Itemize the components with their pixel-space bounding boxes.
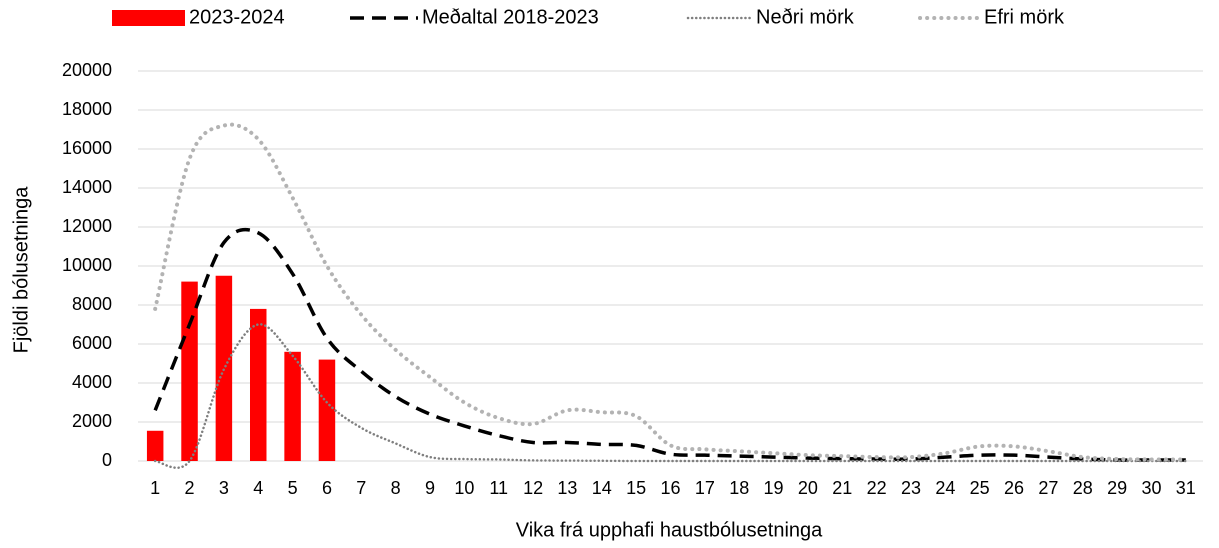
x-tick-label: 10 [454, 478, 474, 498]
x-tick-label: 23 [901, 478, 921, 498]
bar [215, 275, 233, 461]
bar [181, 281, 198, 461]
x-tick-label: 1 [150, 478, 160, 498]
y-tick-label: 18000 [62, 99, 112, 119]
x-tick-label: 8 [391, 478, 401, 498]
x-tick-label: 30 [1141, 478, 1161, 498]
x-tick-label: 13 [557, 478, 577, 498]
x-tick-label: 18 [729, 478, 749, 498]
x-tick-label: 5 [288, 478, 298, 498]
y-axis-label: Fjöldi bólusetninga [10, 186, 32, 354]
legend-label: Neðri mörk [756, 6, 855, 28]
y-tick-label: 0 [102, 450, 112, 470]
y-tick-label: 6000 [72, 333, 112, 353]
x-tick-label: 26 [1004, 478, 1024, 498]
y-tick-label: 10000 [62, 255, 112, 275]
x-tick-label: 27 [1038, 478, 1058, 498]
legend-label: Efri mörk [984, 6, 1065, 28]
x-tick-label: 24 [935, 478, 955, 498]
x-tick-label: 25 [970, 478, 990, 498]
legend-label: 2023-2024 [189, 6, 285, 28]
x-tick-label: 14 [592, 478, 612, 498]
y-tick-label: 16000 [62, 138, 112, 158]
x-tick-label: 2 [185, 478, 195, 498]
y-tick-label: 8000 [72, 294, 112, 314]
x-tick-label: 4 [253, 478, 263, 498]
x-tick-label: 16 [660, 478, 680, 498]
legend-label: Meðaltal 2018-2023 [422, 6, 599, 28]
x-tick-label: 15 [626, 478, 646, 498]
x-tick-label: 17 [695, 478, 715, 498]
x-tick-label: 19 [764, 478, 784, 498]
bar [284, 351, 301, 461]
legend-swatch [112, 10, 185, 26]
x-tick-label: 20 [798, 478, 818, 498]
y-tick-label: 14000 [62, 177, 112, 197]
y-tick-label: 2000 [72, 411, 112, 431]
bar [249, 308, 267, 461]
line [153, 227, 1186, 462]
line [153, 323, 1188, 469]
x-tick-label: 6 [322, 478, 332, 498]
x-tick-label: 9 [425, 478, 435, 498]
x-tick-label: 22 [867, 478, 887, 498]
x-tick-label: 3 [219, 478, 229, 498]
bar [146, 430, 164, 461]
x-tick-label: 7 [356, 478, 366, 498]
x-tick-label: 21 [832, 478, 852, 498]
y-tick-label: 20000 [62, 60, 112, 80]
x-tick-label: 12 [523, 478, 543, 498]
x-tick-label: 29 [1107, 478, 1127, 498]
x-axis-label: Vika frá upphafi haustbólusetninga [516, 519, 823, 541]
bar [318, 359, 336, 461]
y-tick-label: 4000 [72, 372, 112, 392]
x-tick-label: 28 [1073, 478, 1093, 498]
x-tick-label: 11 [489, 478, 508, 498]
line [153, 122, 1188, 462]
x-tick-label: 31 [1176, 478, 1196, 498]
y-tick-label: 12000 [62, 216, 112, 236]
